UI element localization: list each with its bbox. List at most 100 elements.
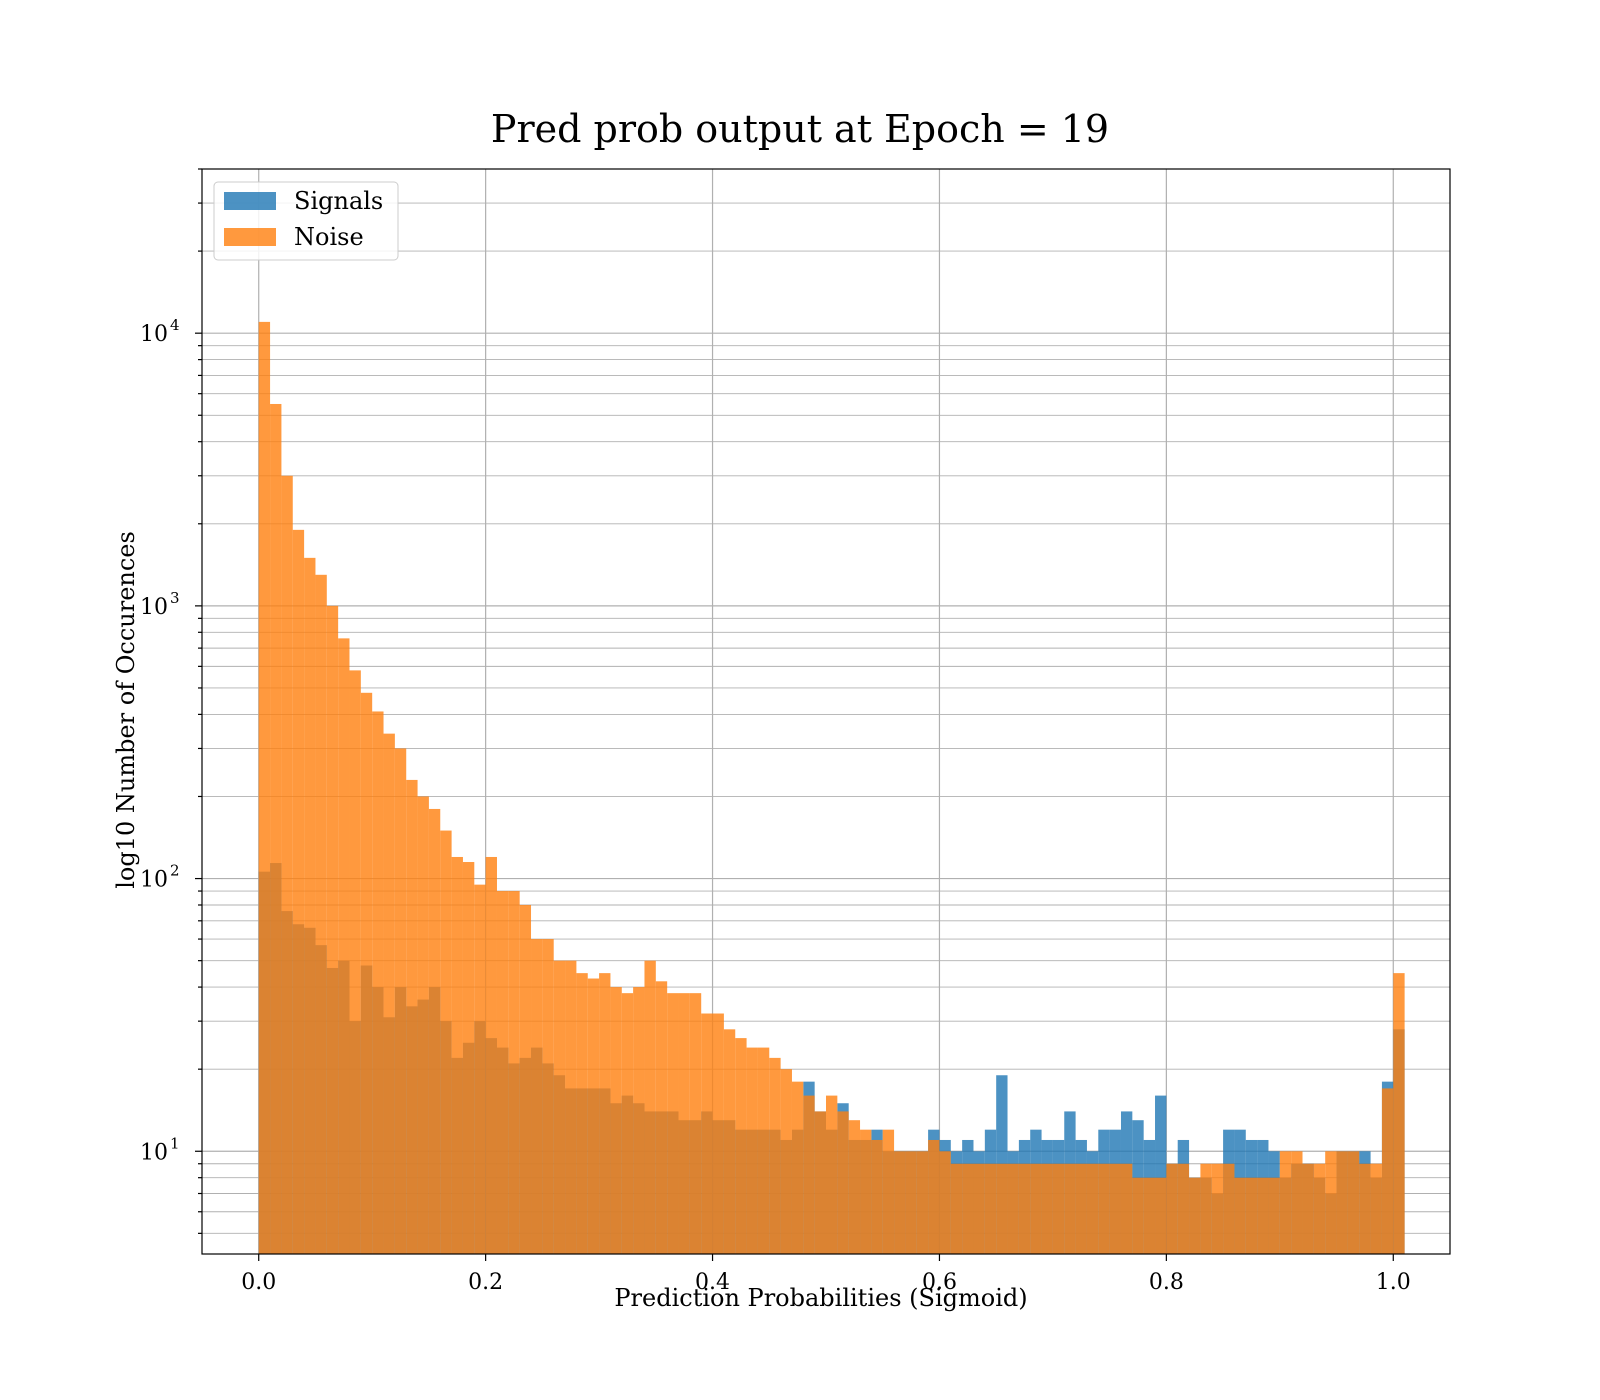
- y-tick-label: 10: [140, 595, 168, 620]
- bar-noise: [1075, 1163, 1087, 1254]
- bar-noise: [1313, 1163, 1326, 1254]
- bar-noise: [372, 711, 384, 1254]
- bar-noise: [485, 856, 497, 1254]
- x-axis-label: Prediction Probabilities (Sigmoid): [614, 1284, 1027, 1312]
- x-tick-label: 0.2: [468, 1270, 503, 1295]
- bar-noise: [1086, 1163, 1099, 1254]
- bar-noise: [258, 321, 271, 1254]
- bar-noise: [769, 1057, 781, 1254]
- bar-noise: [1109, 1163, 1121, 1254]
- bar-noise: [1359, 1163, 1371, 1254]
- bar-noise: [406, 779, 418, 1254]
- bar-signals: [1155, 1095, 1167, 1254]
- y-tick-exponent: 2: [170, 862, 180, 880]
- bar-noise: [1120, 1163, 1133, 1254]
- bar-noise: [950, 1163, 963, 1254]
- x-tick-label: 0.6: [922, 1270, 957, 1295]
- bar-noise: [292, 529, 305, 1254]
- bar-noise: [1268, 1177, 1280, 1254]
- bar-noise: [837, 1111, 849, 1254]
- bar-noise: [417, 796, 429, 1254]
- bar-noise: [1325, 1151, 1337, 1254]
- bar-noise: [1064, 1163, 1076, 1254]
- bar-noise: [349, 670, 361, 1254]
- y-tick-exponent: 3: [170, 589, 180, 607]
- bar-noise: [916, 1151, 929, 1254]
- x-tick-label: 1.0: [1376, 1270, 1411, 1295]
- bar-noise: [610, 987, 622, 1254]
- bar-noise: [565, 960, 577, 1254]
- y-axis-label: log10 Number of Occurences: [112, 531, 140, 889]
- bar-noise: [1211, 1163, 1224, 1254]
- bar-noise: [1302, 1163, 1314, 1254]
- bar-noise: [1257, 1177, 1269, 1254]
- bar-noise: [644, 960, 656, 1254]
- bar-noise: [576, 973, 588, 1254]
- bar-noise: [621, 993, 634, 1254]
- histogram-bars: [258, 321, 1405, 1255]
- bar-noise: [1143, 1177, 1156, 1254]
- bar-noise: [848, 1120, 861, 1254]
- bar-noise: [304, 557, 316, 1254]
- bar-noise: [1393, 973, 1405, 1254]
- bar-noise: [326, 605, 339, 1254]
- bar-noise: [508, 891, 520, 1254]
- bar-noise: [633, 987, 645, 1254]
- y-tick-label: 10: [140, 1140, 168, 1165]
- bar-noise: [1166, 1163, 1178, 1254]
- bar-noise: [1041, 1163, 1053, 1254]
- bar-noise: [939, 1151, 951, 1254]
- bar-noise: [984, 1163, 997, 1254]
- y-tick-label: 10: [140, 322, 168, 347]
- bar-noise: [1007, 1163, 1019, 1254]
- bar-noise: [746, 1047, 758, 1254]
- bar-noise: [996, 1163, 1008, 1254]
- bar-noise: [1234, 1177, 1246, 1254]
- legend-label-noise: Noise: [294, 223, 364, 251]
- bar-noise: [1200, 1163, 1212, 1254]
- bar-noise: [723, 1029, 736, 1254]
- bar-noise: [462, 862, 475, 1254]
- bar-noise: [281, 475, 293, 1255]
- bar-noise: [826, 1095, 838, 1254]
- bar-noise: [667, 993, 679, 1254]
- bar-noise: [474, 884, 486, 1254]
- bar-noise: [791, 1081, 804, 1254]
- series-noise: [258, 321, 1405, 1255]
- bar-noise: [905, 1151, 917, 1254]
- bar-noise: [1155, 1177, 1167, 1254]
- y-tick-exponent: 1: [170, 1134, 180, 1152]
- bar-noise: [1018, 1163, 1031, 1254]
- bar-noise: [1347, 1151, 1360, 1254]
- bar-noise: [270, 403, 282, 1254]
- chart-title: Pred prob output at Epoch = 19: [491, 107, 1109, 151]
- bar-noise: [860, 1129, 872, 1254]
- bar-noise: [587, 978, 600, 1254]
- bar-noise: [1030, 1163, 1042, 1254]
- legend-swatch-noise: [224, 228, 276, 246]
- y-tick-exponent: 4: [170, 316, 180, 334]
- bar-noise: [496, 891, 509, 1254]
- legend: Signals Noise: [213, 181, 399, 261]
- bar-noise: [678, 993, 690, 1254]
- x-tick-label: 0.8: [1149, 1270, 1184, 1295]
- bar-noise: [383, 733, 395, 1254]
- bar-noise: [689, 993, 702, 1254]
- bar-noise: [655, 981, 668, 1254]
- bar-noise: [973, 1163, 985, 1254]
- bar-noise: [1370, 1163, 1382, 1254]
- bar-noise: [701, 1013, 713, 1254]
- bar-noise: [599, 973, 611, 1254]
- bar-noise: [553, 960, 566, 1254]
- bar-noise: [1177, 1163, 1190, 1254]
- bar-noise: [542, 939, 554, 1254]
- bar-noise: [882, 1129, 895, 1254]
- bar-noise: [1245, 1177, 1258, 1254]
- bar-noise: [928, 1139, 940, 1254]
- plot-frame: [201, 168, 1451, 1255]
- bar-noise: [519, 904, 532, 1254]
- bar-noise: [1336, 1151, 1348, 1254]
- bar-noise: [338, 638, 350, 1254]
